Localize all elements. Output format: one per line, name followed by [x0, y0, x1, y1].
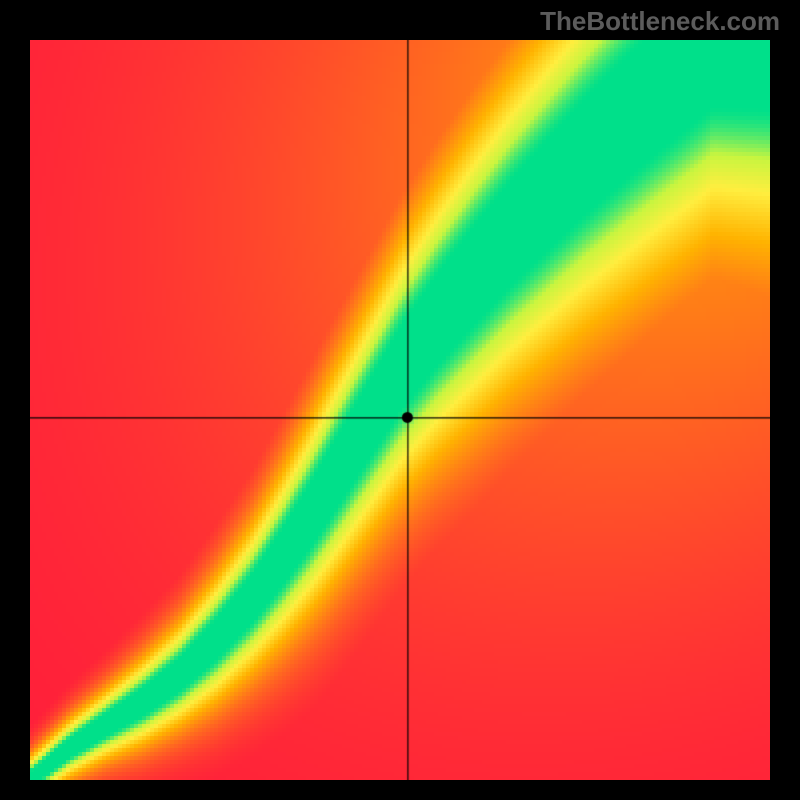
chart-stage: TheBottleneck.com	[0, 0, 800, 800]
watermark-text: TheBottleneck.com	[540, 6, 780, 37]
heatmap-canvas	[30, 40, 770, 780]
